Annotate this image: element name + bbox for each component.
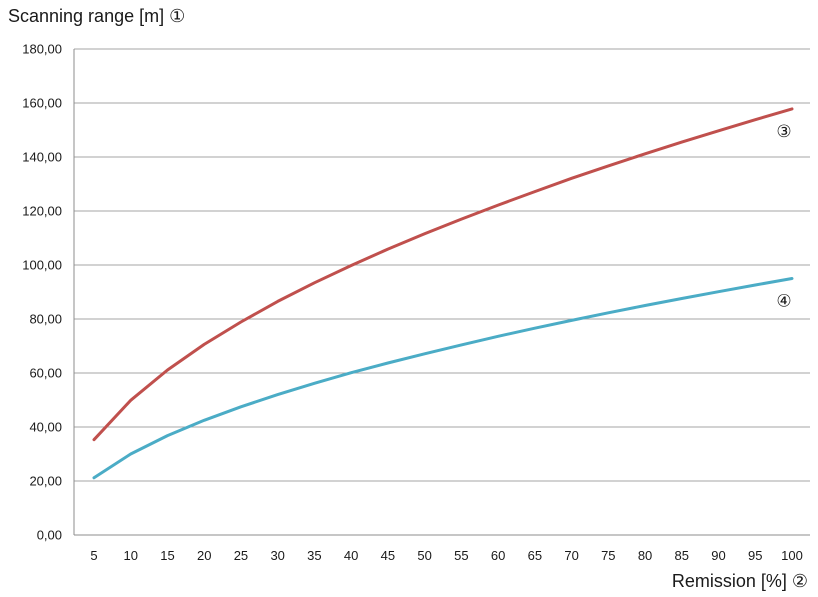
y-tick-label: 80,00 (29, 312, 62, 327)
y-tick-label: 160,00 (22, 96, 62, 111)
series-line-1 (92, 107, 794, 442)
series-marker-2: ④ (776, 292, 791, 312)
x-tick-label: 75 (601, 548, 615, 563)
series-marker-1: ③ (776, 122, 791, 142)
x-tick-labels: 5 10 15 20 25 30 35 40 45 50 55 60 65 70 75 80 85 90 95 100 (90, 548, 802, 563)
x-tick-label: 30 (270, 548, 284, 563)
y-tick-label: 140,00 (22, 150, 62, 165)
x-tick-label: 65 (528, 548, 542, 563)
x-tick-label: 15 (160, 548, 174, 563)
series-lines (92, 107, 794, 480)
x-tick-label: 50 (417, 548, 431, 563)
x-tick-label: 25 (234, 548, 248, 563)
x-tick-label: 45 (381, 548, 395, 563)
y-tick-label: 60,00 (29, 366, 62, 381)
x-tick-label: 90 (711, 548, 725, 563)
x-axis-title: Remission [%] ② (671, 571, 808, 591)
x-tick-label: 70 (564, 548, 578, 563)
x-tick-label: 20 (197, 548, 211, 563)
x-tick-label: 85 (675, 548, 689, 563)
x-tick-label: 10 (124, 548, 138, 563)
series-line-2 (92, 277, 794, 480)
series-markers: ③④ (776, 122, 791, 312)
x-tick-label: 5 (90, 548, 97, 563)
x-tick-label: 80 (638, 548, 652, 563)
x-tick-label: 40 (344, 548, 358, 563)
y-tick-label: 0,00 (37, 528, 62, 543)
y-tick-label: 120,00 (22, 204, 62, 219)
y-tick-labels: 0,00 20,00 40,00 60,00 80,00 100,00 120,00 140,… (22, 42, 62, 543)
x-tick-label: 95 (748, 548, 762, 563)
x-tick-label: 35 (307, 548, 321, 563)
x-tick-label: 60 (491, 548, 505, 563)
y-tick-label: 180,00 (22, 42, 62, 57)
y-tick-label: 40,00 (29, 420, 62, 435)
x-tick-label: 100 (781, 548, 803, 563)
y-axis-title: Scanning range [m] ① (8, 6, 186, 26)
gridlines (73, 48, 810, 536)
x-tick-label: 55 (454, 548, 468, 563)
y-tick-label: 20,00 (29, 474, 62, 489)
y-tick-label: 100,00 (22, 258, 62, 273)
